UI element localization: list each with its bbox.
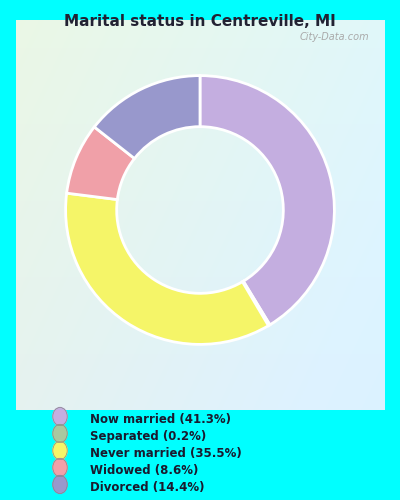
Text: Widowed (8.6%): Widowed (8.6%): [90, 464, 198, 477]
Text: Separated (0.2%): Separated (0.2%): [90, 430, 206, 443]
Text: Now married (41.3%): Now married (41.3%): [90, 413, 231, 426]
Text: Never married (35.5%): Never married (35.5%): [90, 447, 242, 460]
Wedge shape: [67, 127, 134, 200]
Wedge shape: [66, 193, 268, 344]
Wedge shape: [200, 76, 334, 325]
Text: City-Data.com: City-Data.com: [300, 32, 369, 42]
Text: Marital status in Centreville, MI: Marital status in Centreville, MI: [64, 14, 336, 29]
Text: Divorced (14.4%): Divorced (14.4%): [90, 481, 204, 494]
Wedge shape: [242, 281, 270, 326]
Wedge shape: [94, 76, 200, 158]
